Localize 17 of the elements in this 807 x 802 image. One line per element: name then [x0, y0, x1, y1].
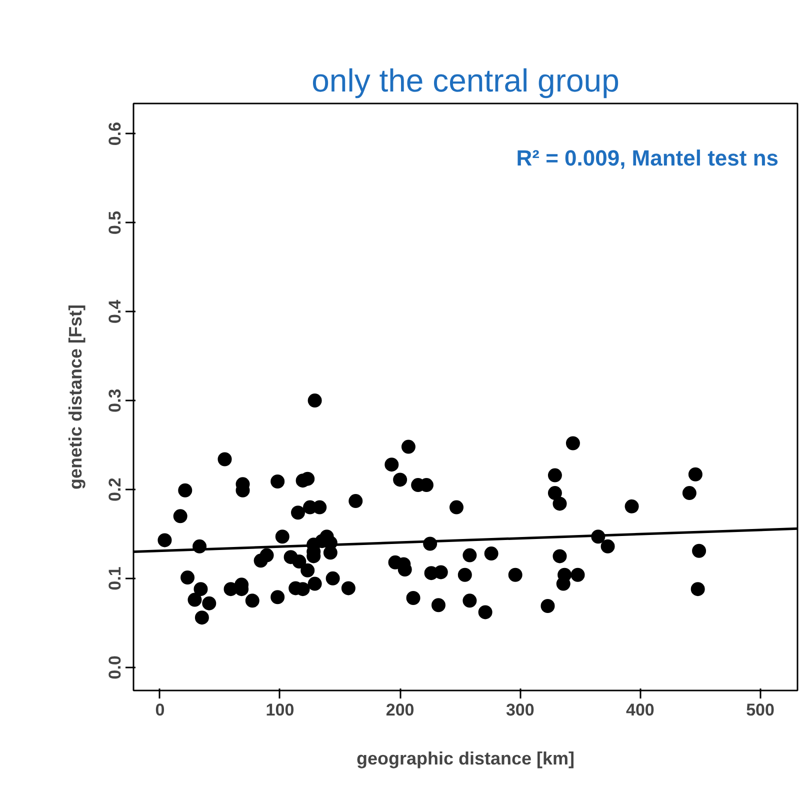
y-tick-label: 0.3	[106, 388, 124, 412]
x-axis-title: geographic distance [km]	[356, 748, 575, 768]
chart-title: only the central group	[312, 62, 620, 98]
y-tick-label: 0.5	[106, 210, 124, 234]
x-tick-label: 200	[386, 700, 414, 720]
x-tick-label: 400	[626, 700, 654, 720]
y-tick-label: 0.2	[106, 478, 124, 502]
y-tick-label: 0.0	[106, 656, 124, 680]
x-tick-label: 500	[746, 700, 774, 720]
y-tick-label: 0.6	[106, 122, 124, 146]
y-axis-title: genetic distance [Fst]	[66, 304, 86, 490]
x-tick-label: 0	[155, 700, 165, 720]
x-tick-label: 100	[266, 700, 294, 720]
x-tick-label: 300	[506, 700, 534, 720]
annotation: R² = 0.009, Mantel test ns	[516, 146, 779, 170]
y-tick-label: 0.4	[106, 299, 124, 324]
y-tick-label: 0.1	[106, 566, 124, 590]
